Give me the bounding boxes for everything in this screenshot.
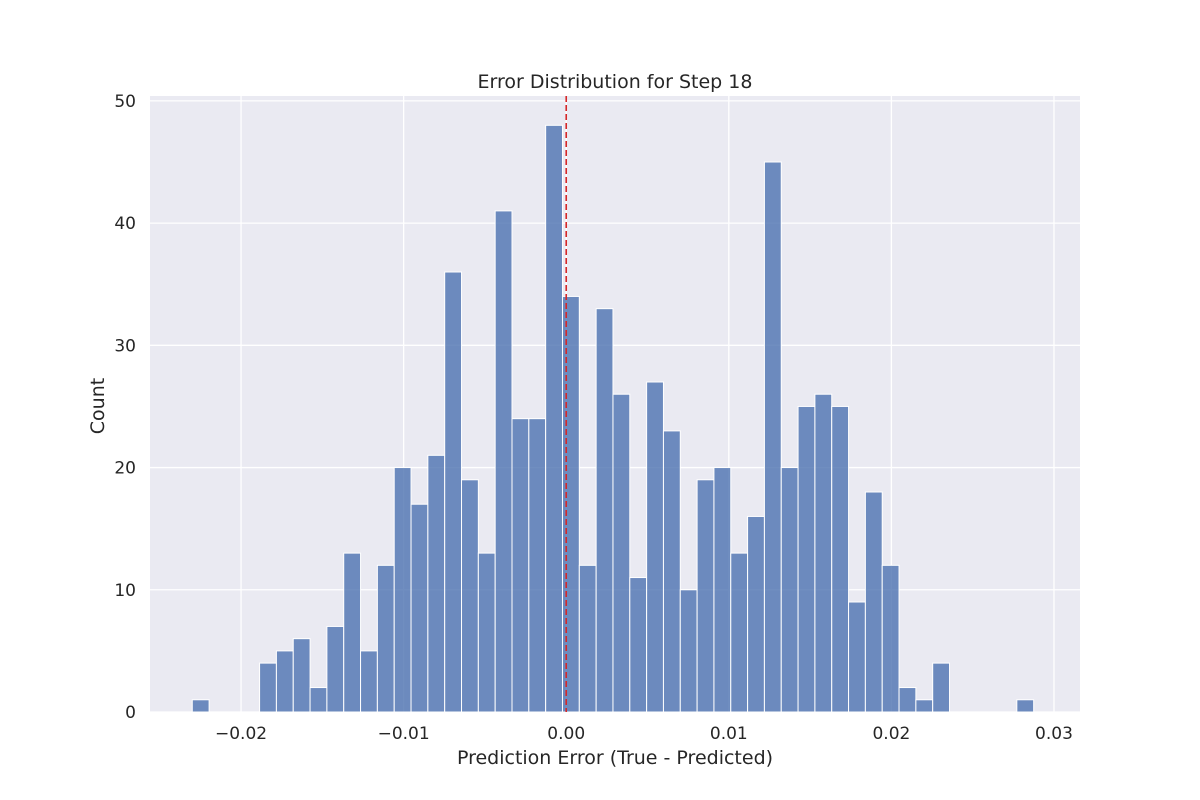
histogram-bar bbox=[629, 577, 648, 713]
x-tick-label: −0.01 bbox=[378, 724, 430, 744]
y-tick-label: 20 bbox=[114, 459, 136, 479]
y-axis-label: Count bbox=[87, 378, 109, 434]
histogram-bar bbox=[511, 418, 530, 713]
y-tick-label: 30 bbox=[114, 336, 136, 356]
histogram-bar bbox=[595, 308, 614, 713]
histogram-bar bbox=[309, 687, 328, 713]
histogram-bar bbox=[646, 381, 664, 713]
histogram-bar bbox=[780, 467, 799, 713]
y-tick-label: 0 bbox=[125, 703, 136, 723]
x-axis-ticks: −0.02 −0.01 0.00 0.01 0.02 0.03 bbox=[215, 724, 1073, 744]
x-tick-label: 0.00 bbox=[547, 724, 585, 744]
histogram-bar bbox=[915, 699, 934, 713]
histogram-bar bbox=[427, 454, 446, 713]
histogram-bar bbox=[326, 625, 345, 713]
x-tick-label: −0.02 bbox=[215, 724, 267, 744]
histogram-bar bbox=[461, 479, 479, 713]
histogram-bar bbox=[713, 467, 732, 713]
y-tick-label: 50 bbox=[114, 92, 136, 112]
histogram-bar bbox=[410, 503, 429, 713]
histogram-bar bbox=[528, 418, 547, 713]
histogram-bar bbox=[898, 687, 917, 713]
histogram-bar bbox=[275, 650, 294, 713]
y-axis-ticks: 0 10 20 30 40 50 bbox=[114, 92, 136, 723]
histogram-bar bbox=[1016, 699, 1035, 713]
histogram-bar bbox=[561, 295, 580, 713]
histogram-bar bbox=[730, 552, 749, 713]
histogram-bar bbox=[662, 430, 681, 713]
histogram-bar bbox=[393, 467, 412, 713]
histogram-bar bbox=[696, 479, 715, 713]
histogram-bar bbox=[376, 564, 395, 713]
histogram-bar bbox=[831, 405, 850, 713]
histogram-bar bbox=[814, 393, 833, 713]
histogram-bar bbox=[444, 271, 463, 713]
histogram-bar bbox=[360, 650, 378, 713]
y-tick-label: 40 bbox=[114, 214, 136, 234]
histogram-bar bbox=[932, 662, 951, 713]
histogram-bar bbox=[864, 491, 883, 713]
histogram-bar bbox=[679, 589, 698, 713]
chart-title: Error Distribution for Step 18 bbox=[478, 71, 753, 93]
x-tick-label: 0.02 bbox=[872, 724, 910, 744]
histogram-bar bbox=[848, 601, 866, 713]
histogram-bar bbox=[494, 210, 513, 713]
histogram-bar bbox=[292, 638, 311, 713]
histogram-bar bbox=[881, 564, 900, 713]
histogram-bar bbox=[578, 564, 597, 713]
histogram-bar bbox=[259, 662, 277, 713]
histogram-bar bbox=[343, 552, 362, 713]
histogram-bar bbox=[545, 124, 563, 713]
histogram-bar bbox=[763, 161, 782, 713]
x-axis-label: Prediction Error (True - Predicted) bbox=[457, 747, 773, 769]
x-tick-label: 0.03 bbox=[1035, 724, 1073, 744]
histogram-bar bbox=[191, 699, 210, 713]
histogram-bar bbox=[747, 515, 765, 713]
histogram-bar bbox=[477, 552, 496, 713]
histogram-bar bbox=[612, 393, 631, 713]
histogram-bar bbox=[797, 405, 816, 713]
x-tick-label: 0.01 bbox=[710, 724, 748, 744]
y-tick-label: 10 bbox=[114, 581, 136, 601]
histogram-bars bbox=[191, 124, 1035, 713]
